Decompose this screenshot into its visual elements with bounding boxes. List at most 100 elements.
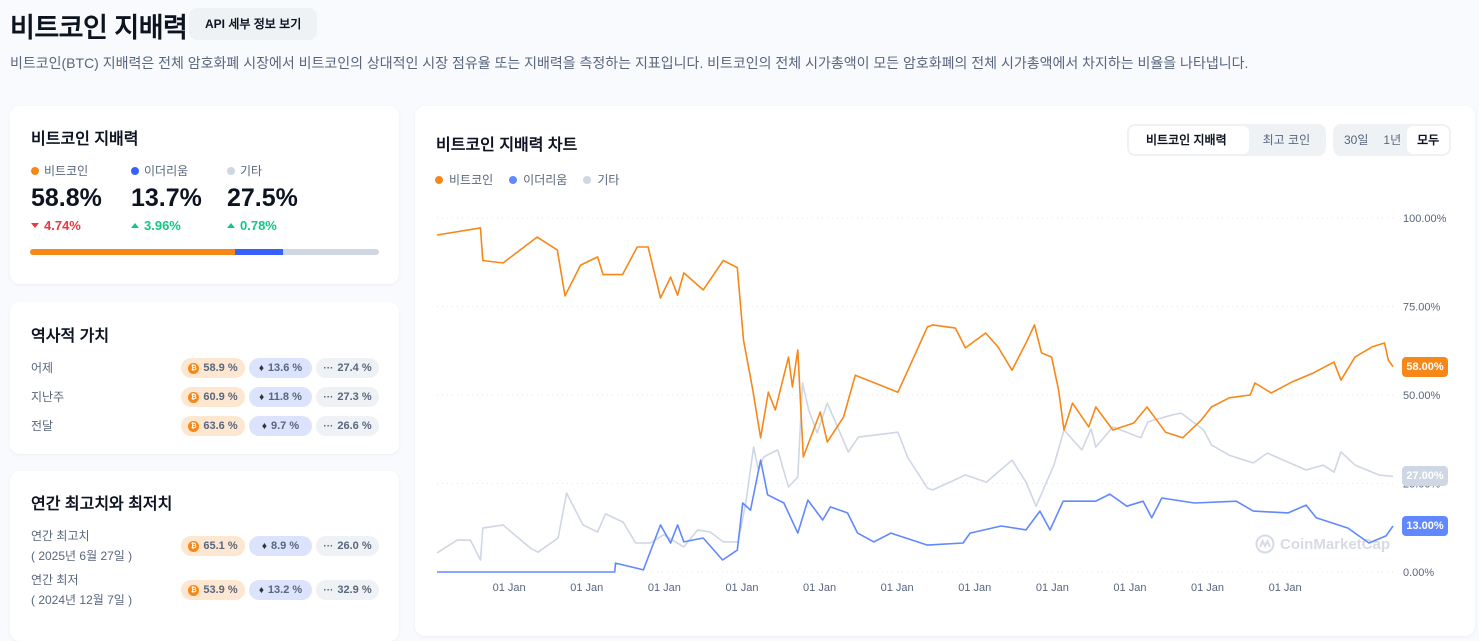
last-value-badge-ethereum: 13.00% xyxy=(1402,515,1448,536)
legend-other[interactable]: 기타 xyxy=(583,171,619,188)
legend-ethereum[interactable]: 이더리움 xyxy=(509,171,567,188)
page-description: 비트코인(BTC) 지배력은 전체 암호화폐 시장에서 비트코인의 상대적인 시… xyxy=(10,55,1249,71)
stat-label: 기타 xyxy=(240,164,263,178)
ethereum-icon: ♦ xyxy=(258,584,264,596)
ethereum-icon: ♦ xyxy=(261,540,267,552)
y-tick-label: 75.00% xyxy=(1403,302,1441,314)
row-date: ( 2025년 6월 27일 ) xyxy=(31,549,133,563)
pill-value: 53.9 % xyxy=(203,584,238,596)
row-label: 연간 최저 xyxy=(31,573,79,587)
bitcoin-dot-icon xyxy=(31,166,39,175)
coinmarketcap-watermark: CoinMarketCap xyxy=(1255,534,1390,554)
stat-value: 27.5% xyxy=(227,184,298,212)
stat-label: 비트코인 xyxy=(44,164,89,178)
bitcoin-pill: ₿ 60.9 % xyxy=(181,387,245,407)
y-tick-label: 50.00% xyxy=(1403,390,1441,402)
ethereum-dot-icon xyxy=(509,175,518,184)
other-dot-icon xyxy=(583,175,592,184)
legend-bitcoin[interactable]: 비트코인 xyxy=(435,171,493,188)
pill-value: 60.9 % xyxy=(203,391,238,403)
x-tick-label: 01 Jan xyxy=(570,582,603,594)
row-date: ( 2024년 12월 7일 ) xyxy=(31,593,133,607)
stat-change: 3.96% xyxy=(144,218,181,233)
range-30d[interactable]: 30일 xyxy=(1344,133,1369,147)
coinmarketcap-logo-icon xyxy=(1255,534,1275,554)
share-bar-bitcoin xyxy=(30,249,236,255)
pill-value: 63.6 % xyxy=(203,420,238,432)
bitcoin-pill: ₿ 63.6 % xyxy=(181,416,245,436)
x-tick-label: 01 Jan xyxy=(1269,582,1302,594)
row-label: 지난주 xyxy=(31,390,65,404)
tab-bitcoin-dominance[interactable]: 비트코인 지배력 xyxy=(1129,126,1249,154)
ethereum-icon: ♦ xyxy=(259,391,265,403)
caret-down-icon xyxy=(31,223,39,228)
y-tick-label: 0.00% xyxy=(1403,567,1434,579)
card-title: 비트코인 지배력 xyxy=(31,131,139,148)
share-bar-ethereum xyxy=(235,249,284,255)
more-icon: ··· xyxy=(323,540,334,552)
caret-up-icon xyxy=(227,223,235,228)
bitcoin-pill: ₿ 58.9 % xyxy=(181,358,245,378)
x-tick-label: 01 Jan xyxy=(1113,582,1146,594)
legend-label: 비트코인 xyxy=(449,173,494,187)
x-tick-label: 01 Jan xyxy=(1036,582,1069,594)
bitcoin-icon: ₿ xyxy=(188,362,200,374)
last-value-badge-bitcoin: 58.00% xyxy=(1402,356,1448,377)
dominance-share-bar xyxy=(30,249,379,255)
pill-value: 9.7 % xyxy=(270,420,300,432)
pill-value: 58.9 % xyxy=(203,362,238,374)
pill-value: 26.0 % xyxy=(337,540,372,552)
x-tick-label: 01 Jan xyxy=(725,582,758,594)
chart-legend: 비트코인 이더리움 기타 xyxy=(435,171,619,188)
x-tick-label: 01 Jan xyxy=(493,582,526,594)
legend-label: 이더리움 xyxy=(523,173,568,187)
other-pill: ··· 26.6 % xyxy=(316,416,379,436)
more-icon: ··· xyxy=(323,362,334,374)
stat-change: 4.74% xyxy=(44,218,81,233)
dominance-summary-card: 비트코인 지배력 비트코인 58.8% 4.74% 이더리움 13.7% 3.9… xyxy=(10,106,399,284)
last-value-badge-other: 27.00% xyxy=(1402,466,1448,487)
row-label: 전달 xyxy=(31,419,54,433)
other-pill: ··· 27.4 % xyxy=(316,358,379,378)
page-title: 비트코인 지배력 xyxy=(10,13,188,43)
share-bar-other xyxy=(283,249,379,255)
stat-ethereum: 이더리움 13.7% 3.96% xyxy=(131,162,202,233)
stat-value: 13.7% xyxy=(131,184,202,212)
yearly-row: 연간 최고치 ( 2025년 6월 27일 ) ₿ 65.1 % ♦ 8.9 % ··… xyxy=(31,526,379,566)
yearly-row: 연간 최저 ( 2024년 12월 7일 ) ₿ 53.9 % ♦ 13.2 % ··… xyxy=(31,570,379,610)
y-tick-label: 100.00% xyxy=(1403,213,1447,225)
bitcoin-dot-icon xyxy=(435,175,443,184)
more-icon: ··· xyxy=(323,420,334,432)
series-line-bitcoin xyxy=(436,227,1394,458)
watermark-text: CoinMarketCap xyxy=(1280,535,1391,553)
x-tick-label: 01 Jan xyxy=(803,582,836,594)
ethereum-pill: ♦ 13.2 % xyxy=(249,580,312,600)
tab-top-coins[interactable]: 최고 코인 xyxy=(1262,133,1311,147)
stat-bitcoin: 비트코인 58.8% 4.74% xyxy=(31,162,102,233)
history-row: 지난주 ₿ 60.9 % ♦ 11.8 % ··· 27.3 % xyxy=(31,387,379,407)
pill-value: 13.6 % xyxy=(267,362,303,374)
other-pill: ··· 26.0 % xyxy=(316,536,379,556)
other-pill: ··· 32.9 % xyxy=(316,580,379,600)
bitcoin-icon: ₿ xyxy=(188,420,200,432)
range-1y[interactable]: 1년 xyxy=(1383,133,1402,147)
range-all[interactable]: 모두 xyxy=(1407,126,1450,154)
stat-change: 0.78% xyxy=(240,218,277,233)
x-tick-label: 01 Jan xyxy=(1191,582,1224,594)
pill-value: 27.4 % xyxy=(337,362,372,374)
pill-value: 27.3 % xyxy=(337,391,372,403)
legend-label: 기타 xyxy=(597,173,620,187)
card-title: 연간 최고치와 최저치 xyxy=(31,496,173,513)
pill-value: 11.8 % xyxy=(268,391,302,403)
x-tick-label: 01 Jan xyxy=(648,582,681,594)
pill-value: 32.9 % xyxy=(337,584,372,596)
api-details-button[interactable]: API 세부 정보 보기 xyxy=(189,8,318,40)
more-icon: ··· xyxy=(323,391,334,403)
other-pill: ··· 27.3 % xyxy=(316,387,379,407)
ethereum-pill: ♦ 9.7 % xyxy=(249,416,312,436)
dominance-chart-card: 비트코인 지배력 차트 비트코인 지배력 최고 코인 30일 1년 모두 비트코… xyxy=(415,106,1475,636)
series-line-ethereum xyxy=(437,459,1394,573)
yearly-high-low-card: 연간 최고치와 최저치 연간 최고치( 2025년 6월 27일 ) ₿ 65.1… xyxy=(10,471,399,641)
ethereum-pill: ♦ 11.8 % xyxy=(249,387,312,407)
